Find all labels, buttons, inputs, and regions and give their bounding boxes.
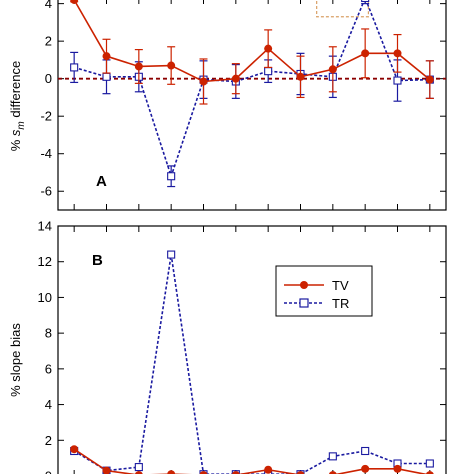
panel-a-x-ticks: [73, 0, 431, 210]
panel-b-tr-point: [134, 463, 143, 472]
legend-tv-marker: [300, 281, 308, 289]
panel-b-series-tr-line: [73, 254, 430, 474]
panel-b-tv-point: [328, 471, 337, 474]
panel-a-tv-point: [425, 75, 434, 84]
panel-a-tr-point: [167, 172, 176, 181]
panel-a-tv-point: [70, 0, 79, 4]
panel-b-tr-point: [425, 459, 434, 468]
panel-a-tv-point: [167, 61, 176, 70]
panel-b-tr-point: [361, 446, 370, 456]
panel-b-tv-point: [102, 466, 111, 474]
panel-b-y-axis-label: % slope bias: [8, 323, 23, 397]
legend-tr-label: TR: [332, 296, 349, 311]
panel-a-tr-point: [361, 0, 370, 3]
panel-b-y-tick-label: 6: [45, 361, 52, 376]
legend-tv-label: TV: [332, 278, 349, 293]
panel-b-tv-point: [231, 471, 240, 474]
legend-box: [275, 265, 373, 317]
panel-b-y-tick-label: 8: [45, 326, 52, 341]
panel-a-series: [70, 0, 434, 188]
panel-b-tr-point: [167, 250, 176, 259]
panel-a-series-tv-line: [73, 0, 431, 83]
panel-b-series-tv-line: [73, 448, 429, 474]
panel-a-y-tick-label: 4: [45, 0, 52, 11]
panel-a-tv-point: [328, 65, 337, 74]
panel-a-y-tick-label: 0: [45, 71, 52, 86]
panel-b-y-tick-label: 0: [45, 469, 52, 474]
panel-a-tv-point: [134, 62, 143, 71]
panel-b: 14 12 10 8 6 4 2 0 B % slope bias TV TR: [8, 219, 447, 474]
panel-b-frame: [57, 225, 447, 474]
panel-b-y-tick-label: 4: [45, 397, 52, 412]
panel-b-series: [70, 250, 434, 474]
panel-b-tv-point: [167, 470, 176, 474]
panel-b-y-tick-label: 14: [38, 219, 52, 234]
legend: TV TR: [275, 265, 373, 317]
panel-a-y-axis-label: % sm difference: [8, 61, 27, 151]
panel-b-tv-point: [199, 471, 208, 474]
panel-a-tv-point: [361, 49, 370, 58]
panel-a-tr-point: [393, 76, 402, 85]
panel-b-label: B: [92, 252, 103, 269]
panel-a-highlight-box: [316, 0, 369, 18]
panel-b-tr-point: [328, 452, 337, 461]
panel-a-y-tick-label: -2: [40, 109, 52, 124]
panel-a-y-ticks: 4 2 0 -2 -4 -6: [40, 0, 446, 199]
panel-a-label: A: [96, 173, 107, 190]
panel-a-tv-point: [231, 74, 240, 83]
legend-tr-marker: [299, 298, 309, 308]
panel-a-y-tick-label: -6: [40, 184, 52, 199]
panel-b-y-tick-label: 2: [45, 433, 52, 448]
panel-a: 4 2 0 -2 -4 -6 A % sm difference: [8, 0, 447, 211]
panel-b-x-ticks: [73, 226, 431, 474]
panel-a-tr-point: [102, 72, 111, 81]
panel-a-tv-point: [199, 77, 208, 86]
panel-a-series-tr-line: [73, 0, 430, 179]
panel-b-tv-point: [264, 465, 273, 474]
panel-a-tr-point: [70, 63, 79, 72]
panel-a-tv-point: [264, 44, 273, 53]
panel-b-tv-point: [361, 464, 370, 473]
panel-a-tv-point: [393, 49, 402, 58]
panel-a-frame: [57, 0, 447, 211]
panel-b-tv-point: [425, 471, 434, 474]
panel-b-y-ticks: 14 12 10 8 6 4 2 0: [38, 219, 446, 474]
panel-a-y-tick-label: -4: [40, 146, 52, 161]
panel-b-tv-point: [70, 445, 79, 454]
panel-b-y-tick-label: 10: [38, 290, 52, 305]
panel-a-y-tick-label: 2: [45, 34, 52, 49]
panel-a-tv-point: [102, 52, 111, 61]
panel-b-y-tick-label: 12: [38, 254, 52, 269]
panel-b-tv-point: [134, 471, 143, 474]
panel-a-tv-point: [296, 72, 305, 81]
panel-b-tv-point: [393, 464, 402, 473]
panel-b-tv-point: [296, 471, 305, 474]
panel-a-tr-point: [264, 67, 273, 76]
